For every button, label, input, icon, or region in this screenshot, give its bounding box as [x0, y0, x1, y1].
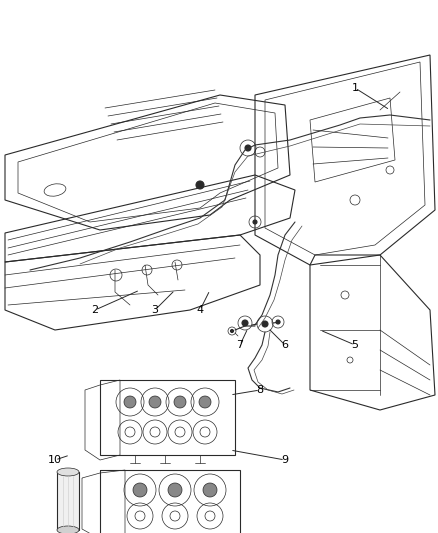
Circle shape — [149, 396, 161, 408]
Circle shape — [262, 321, 268, 327]
Circle shape — [196, 181, 204, 189]
Bar — [100, 380, 235, 455]
Text: 8: 8 — [256, 385, 264, 395]
Text: 6: 6 — [282, 340, 289, 350]
Text: 7: 7 — [237, 340, 244, 350]
Circle shape — [199, 396, 211, 408]
Circle shape — [276, 320, 280, 324]
Circle shape — [245, 145, 251, 151]
Bar — [57, 472, 79, 530]
Circle shape — [174, 396, 186, 408]
Circle shape — [230, 329, 233, 333]
Text: 5: 5 — [352, 340, 358, 350]
Circle shape — [124, 396, 136, 408]
Text: 3: 3 — [152, 305, 159, 315]
Circle shape — [242, 320, 248, 326]
Text: 1: 1 — [352, 83, 358, 93]
Circle shape — [133, 483, 147, 497]
Bar — [100, 470, 240, 533]
Circle shape — [203, 483, 217, 497]
Text: 9: 9 — [282, 455, 289, 465]
Text: 10: 10 — [48, 455, 62, 465]
Text: 4: 4 — [196, 305, 204, 315]
Ellipse shape — [57, 468, 79, 476]
Circle shape — [253, 220, 257, 224]
Ellipse shape — [57, 526, 79, 533]
Circle shape — [168, 483, 182, 497]
Text: 2: 2 — [92, 305, 99, 315]
